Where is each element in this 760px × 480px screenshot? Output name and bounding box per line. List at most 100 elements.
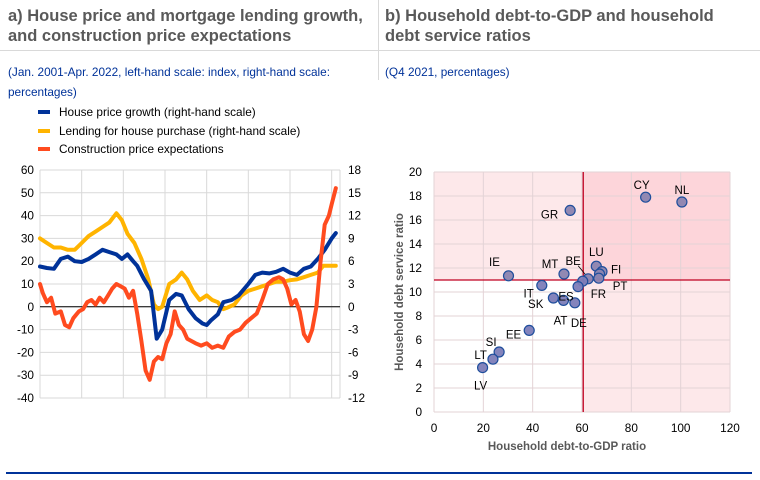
panel-divider <box>378 0 379 80</box>
y-right-tick-label: 3 <box>348 277 355 291</box>
panel-a-subtitle: (Jan. 2001-Apr. 2022, left-hand scale: i… <box>8 62 373 102</box>
panel-a-title-line1: a) House price and mortgage lending grow… <box>8 7 363 25</box>
scatter-point-lt <box>487 353 499 365</box>
scatter-point-cy <box>640 191 652 203</box>
panel-b: b) Household debt-to-GDP and household d… <box>379 0 760 474</box>
region-high-dsr <box>434 172 584 280</box>
y-left-tick-label: 20 <box>21 254 35 268</box>
y-tick-label: 6 <box>415 333 422 347</box>
y-left-tick-label: -40 <box>17 391 34 405</box>
scatter-point-nl <box>676 196 688 208</box>
series-construction-price-expectations <box>38 186 338 382</box>
point-label-ie: IE <box>489 257 500 269</box>
legend-swatch-house-price <box>38 110 50 115</box>
x-axis-label: Household debt-to-GDP ratio <box>488 441 646 453</box>
panel-b-title-line1: b) Household debt-to-GDP and household <box>385 7 714 25</box>
x-tick-label: 80 <box>625 421 639 435</box>
y-tick-label: 8 <box>415 309 422 323</box>
point-label-it: IT <box>524 288 534 300</box>
panel-b-title-line2: debt service ratios <box>385 27 531 45</box>
series-house-price-growth <box>38 231 338 341</box>
chart-a-legend: House price growth (right-hand scale) Le… <box>38 103 300 159</box>
y-right-tick-label: -6 <box>348 345 359 359</box>
legend-label-lending: Lending for house purchase (right-hand s… <box>59 123 301 138</box>
point-label-si: SI <box>486 337 497 349</box>
y-left-tick-label: -20 <box>17 345 34 359</box>
y-tick-label: 4 <box>415 357 422 371</box>
y-axis-label: Household debt service ratio <box>394 213 406 371</box>
scatter-point-mt <box>558 268 570 280</box>
y-tick-label: 16 <box>409 213 423 227</box>
y-left-tick-label: 50 <box>21 186 35 200</box>
point-label-mt: MT <box>542 259 559 271</box>
region-high-debt <box>583 280 730 412</box>
y-right-tick-label: -9 <box>348 368 359 382</box>
point-label-gr: GR <box>541 209 558 221</box>
point-label-de: DE <box>571 318 587 330</box>
scatter-point-lv <box>476 362 489 374</box>
point-label-fi: FI <box>611 265 621 277</box>
region-high-both <box>583 172 730 280</box>
legend-item-house-price: House price growth (right-hand scale) <box>38 103 300 122</box>
point-label-cy: CY <box>634 180 650 192</box>
y-left-tick-label: -10 <box>17 323 34 337</box>
scatter-point-at <box>557 294 570 306</box>
point-label-lu: LU <box>589 247 604 259</box>
x-tick-label: 120 <box>720 421 740 435</box>
panel-b-title: b) Household debt-to-GDP and household d… <box>385 6 714 46</box>
y-right-tick-label: -3 <box>348 323 359 337</box>
bottom-rule <box>6 472 752 474</box>
panel-b-subtitle: (Q4 2021, percentages) <box>385 65 510 79</box>
y-left-tick-label: 0 <box>27 300 34 314</box>
point-label-at: AT <box>554 315 568 327</box>
y-left-tick-label: 10 <box>21 277 35 291</box>
x-tick-label: 60 <box>575 421 589 435</box>
point-label-lv: LV <box>474 381 488 393</box>
panel-a: a) House price and mortgage lending grow… <box>0 0 378 474</box>
legend-label-house-price: House price growth (right-hand scale) <box>59 105 256 120</box>
x-tick-label: 0 <box>431 421 438 435</box>
legend-swatch-lending <box>38 128 50 133</box>
scatter-point-de <box>569 297 581 309</box>
point-label-pt: PT <box>613 281 628 293</box>
scatter-point-gr <box>564 204 576 217</box>
y-right-tick-label: 6 <box>348 254 355 268</box>
panel-a-title-line2: and construction price expectations <box>8 27 292 45</box>
chart-b-scatter-chart: 0 2 4 6 8 10 12 14 16 18 20 0 20 40 60 80 100 120 Househol… <box>394 165 740 453</box>
y-right-tick-label: 12 <box>348 209 361 223</box>
point-label-ee: EE <box>506 329 522 341</box>
scatter-point-it <box>536 279 548 291</box>
scatter-point-si <box>493 346 505 358</box>
point-label-fr: FR <box>591 289 606 301</box>
y-right-tick-label: 0 <box>348 300 355 314</box>
y-left-tick-label: 30 <box>21 231 35 245</box>
y-tick-label: 0 <box>415 405 422 419</box>
legend-swatch-construction <box>38 147 50 152</box>
y-right-tick-label: 9 <box>348 231 355 245</box>
title-rule <box>379 50 760 51</box>
scatter-point-pt <box>593 272 605 284</box>
y-tick-label: 12 <box>409 261 422 275</box>
y-right-tick-label: -12 <box>348 391 365 405</box>
y-right-tick-label: 18 <box>348 163 362 177</box>
y-tick-label: 2 <box>415 381 422 395</box>
point-label-lt: LT <box>474 350 487 362</box>
y-right-tick-label: 15 <box>348 186 362 200</box>
title-rule <box>0 50 378 51</box>
legend-item-lending: Lending for house purchase (right-hand s… <box>38 122 300 141</box>
legend-label-construction: Construction price expectations <box>59 142 224 157</box>
x-tick-label: 100 <box>671 421 691 435</box>
y-left-tick-label: -30 <box>17 368 34 382</box>
point-label-nl: NL <box>675 185 690 197</box>
scatter-point-ie <box>502 270 515 282</box>
y-tick-label: 10 <box>409 285 423 299</box>
y-tick-label: 18 <box>409 189 423 203</box>
scatter-point-ee <box>523 324 535 336</box>
scatter-point-es <box>572 281 584 293</box>
point-label-es: ES <box>558 292 574 304</box>
x-tick-label: 40 <box>526 421 540 435</box>
panel-a-subtitle-line1: (Jan. 2001-Apr. 2022, left-hand scale: i… <box>8 65 330 79</box>
panel-a-title: a) House price and mortgage lending grow… <box>8 6 363 46</box>
y-left-tick-label: 60 <box>21 163 35 177</box>
